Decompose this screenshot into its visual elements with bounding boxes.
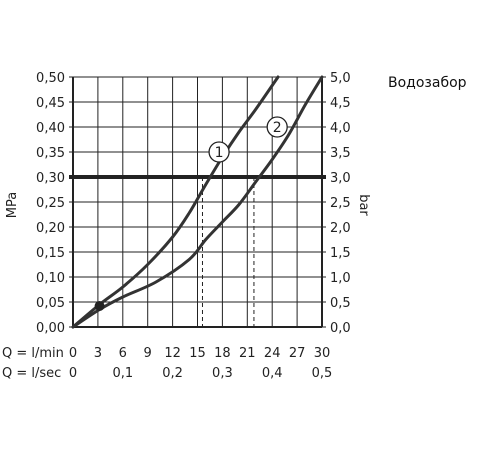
x-tick-label-lsec: 0: [69, 366, 77, 381]
x-tick-label-lmin: 27: [289, 346, 306, 361]
x-label-lsec: Q = l/sec: [2, 366, 61, 381]
y-tick-label-right: 4,5: [330, 96, 351, 111]
x-tick-label-lmin: 30: [314, 346, 331, 361]
tick-labels-group: 0,000,050,100,150,200,250,300,350,400,45…: [2, 71, 371, 381]
y-tick-label-right: 1,5: [330, 246, 351, 261]
x-tick-label-lmin: 18: [214, 346, 231, 361]
series-label-1: 1: [215, 145, 224, 161]
y-tick-label-left: 0,30: [36, 171, 65, 186]
axes: [69, 76, 326, 328]
x-tick-label-lsec: 0,1: [112, 366, 133, 381]
series-label-circle-1: [208, 141, 230, 163]
y-tick-label-right: 2,0: [330, 221, 351, 236]
x-tick-label-lmin: 21: [239, 346, 256, 361]
x-label-lmin: Q = l/min: [2, 346, 64, 361]
y-tick-label-right: 3,5: [330, 146, 351, 161]
curves-group: 12: [71, 75, 324, 329]
grid: [72, 76, 323, 328]
x-tick-label-lmin: 3: [94, 346, 102, 361]
x-tick-label-lsec: 0,4: [262, 366, 283, 381]
y-tick-label-left: 0,20: [36, 221, 65, 236]
x-tick-label-lsec: 0,5: [312, 366, 333, 381]
chart-title: Водозабор: [388, 75, 467, 91]
y-tick-label-left: 0,10: [36, 271, 65, 286]
y-tick-label-left: 0,25: [36, 196, 65, 211]
y-label-right: bar: [356, 194, 371, 216]
x-tick-label-lmin: 15: [189, 346, 206, 361]
x-tick-label-lmin: 9: [144, 346, 152, 361]
series-label-2: 2: [273, 120, 282, 136]
y-tick-label-left: 0,05: [36, 296, 65, 311]
x-tick-label-lmin: 6: [119, 346, 127, 361]
y-tick-label-right: 5,0: [330, 71, 351, 86]
x-tick-label-lsec: 0,3: [212, 366, 233, 381]
y-tick-label-right: 2,5: [330, 196, 351, 211]
y-tick-label-right: 4,0: [330, 121, 351, 136]
curve-series-1: [71, 75, 280, 329]
y-tick-label-left: 0,00: [36, 321, 65, 336]
x-tick-label-lmin: 24: [264, 346, 281, 361]
x-tick-label-lsec: 0,2: [162, 366, 183, 381]
y-label-left: MPa: [5, 192, 20, 218]
curve-series-2: [71, 75, 324, 329]
y-tick-label-right: 3,0: [330, 171, 351, 186]
y-tick-label-right: 0,5: [330, 296, 351, 311]
y-tick-label-left: 0,35: [36, 146, 65, 161]
x-tick-label-lmin: 12: [164, 346, 181, 361]
y-tick-label-left: 0,50: [36, 71, 65, 86]
marker-dot: [94, 301, 105, 311]
series-label-circle-2: [266, 116, 288, 138]
x-tick-label-lmin: 0: [69, 346, 77, 361]
y-tick-label-left: 0,45: [36, 96, 65, 111]
drop-lines-group: [201, 177, 255, 327]
y-tick-label-left: 0,15: [36, 246, 65, 261]
y-tick-label-right: 0,0: [330, 321, 351, 336]
y-tick-label-left: 0,40: [36, 121, 65, 136]
y-tick-label-right: 1,0: [330, 271, 351, 286]
